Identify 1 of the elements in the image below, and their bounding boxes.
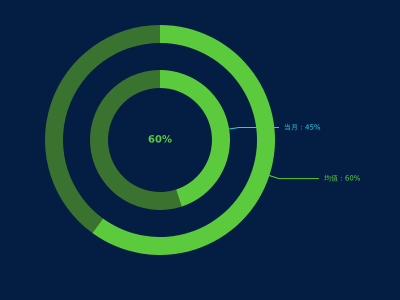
text: 60% (148, 134, 172, 146)
